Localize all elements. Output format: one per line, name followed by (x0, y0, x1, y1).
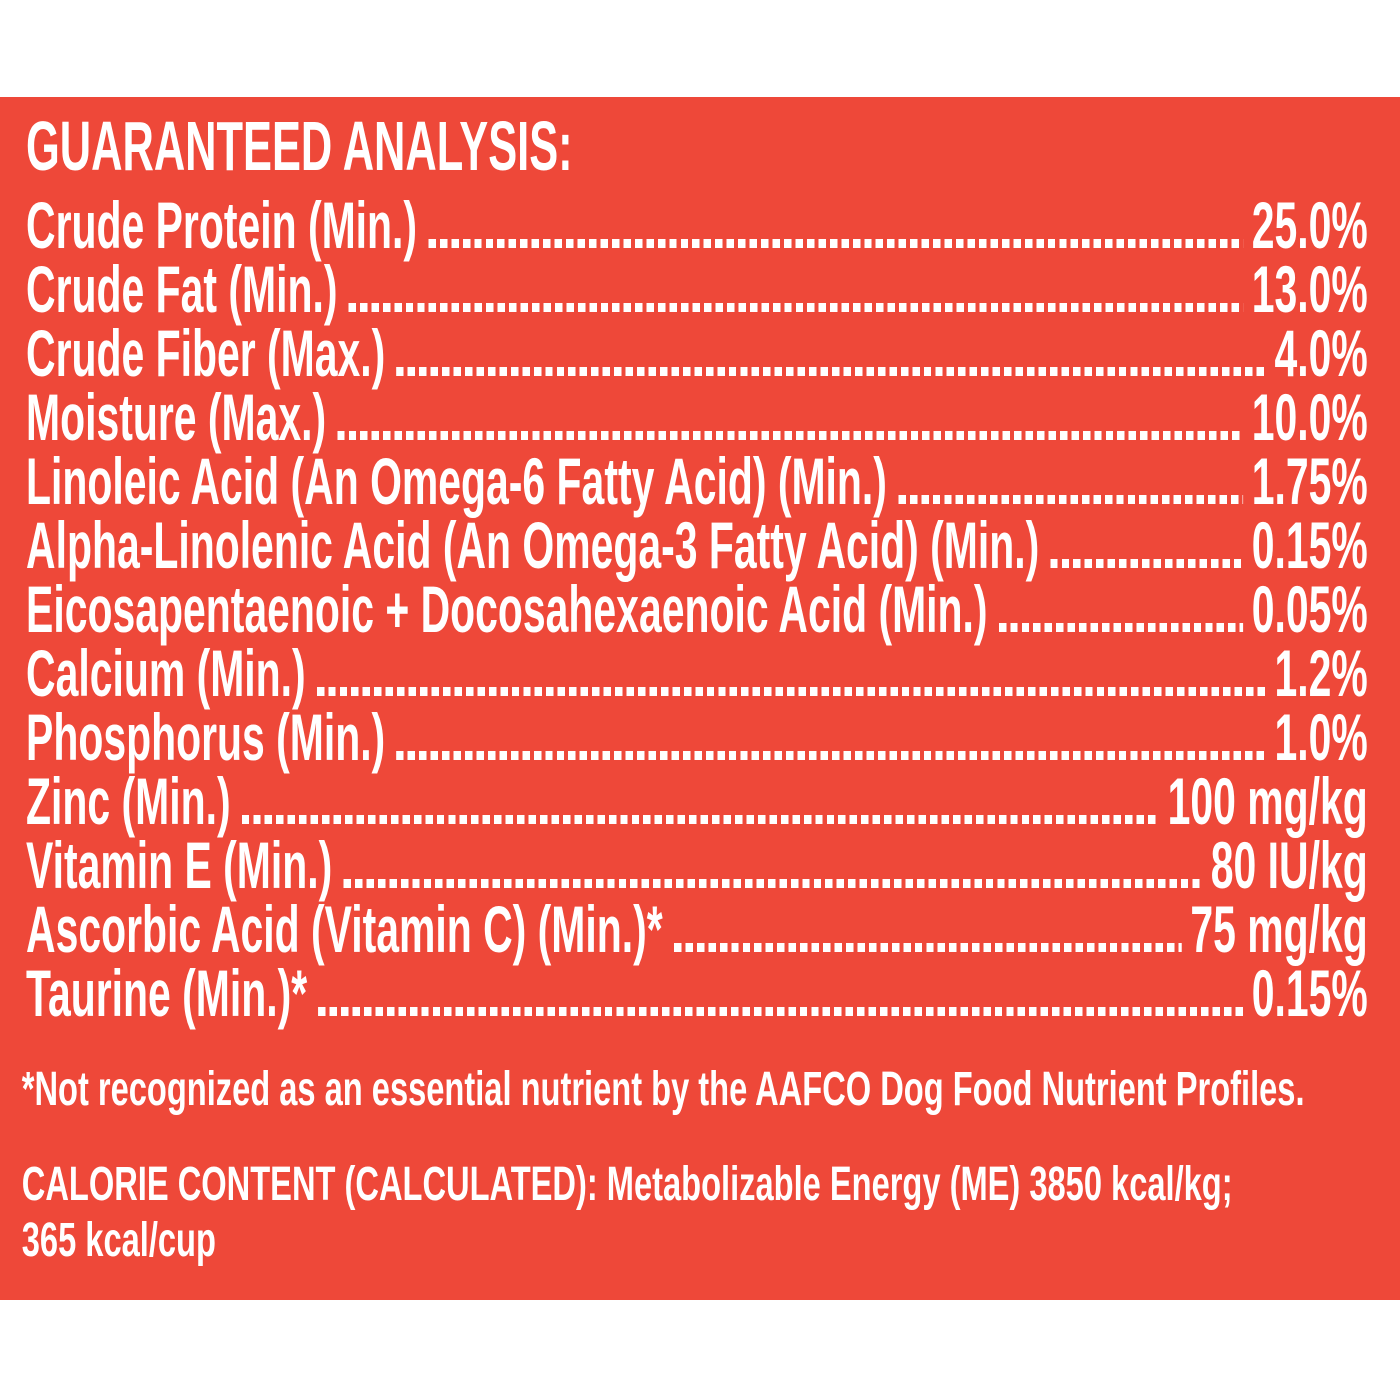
analysis-row: Zinc (Min.) 100 mg/kg (26, 764, 1368, 838)
nutrient-label: Phosphorus (Min.) (26, 700, 386, 774)
nutrient-label: Alpha-Linolenic Acid (An Omega-3 Fatty A… (26, 508, 1040, 582)
nutrient-value: 25.0% (1251, 188, 1368, 262)
dot-leader (898, 495, 1244, 504)
nutrient-label: Vitamin E (Min.) (26, 828, 333, 902)
analysis-row: Linoleic Acid (An Omega-6 Fatty Acid) (M… (26, 444, 1368, 518)
analysis-row: Phosphorus (Min.) 1.0% (26, 700, 1368, 774)
analysis-row: Crude Fiber (Max.) 4.0% (26, 316, 1368, 390)
dot-leader (673, 943, 1182, 952)
aafco-footnote: *Not recognized as an essential nutrient… (21, 1063, 1305, 1116)
calorie-content-line1: CALORIE CONTENT (CALCULATED): Metaboliza… (21, 1158, 1233, 1211)
analysis-row: Crude Fat (Min.) 13.0% (26, 252, 1368, 326)
dot-leader (1050, 559, 1244, 568)
analysis-section: GUARANTEED ANALYSIS: Crude Protein (Min.… (0, 107, 1400, 1030)
nutrient-value: 13.0% (1251, 252, 1368, 326)
dot-leader (241, 815, 1159, 824)
analysis-row: Alpha-Linolenic Acid (An Omega-3 Fatty A… (26, 508, 1368, 582)
nutrient-label: Crude Protein (Min.) (26, 188, 418, 262)
analysis-row: Vitamin E (Min.) 80 IU/kg (26, 828, 1368, 902)
nutrient-label: Ascorbic Acid (Vitamin C) (Min.)* (26, 892, 663, 966)
nutrient-label: Linoleic Acid (An Omega-6 Fatty Acid) (M… (26, 444, 887, 518)
nutrient-label: Moisture (Max.) (26, 380, 327, 454)
nutrient-value: 0.15% (1251, 956, 1368, 1030)
nutrient-value: 80 IU/kg (1210, 828, 1368, 902)
nutrient-label: Crude Fat (Min.) (26, 252, 338, 326)
analysis-row: Ascorbic Acid (Vitamin C) (Min.)* 75 mg/… (26, 892, 1368, 966)
nutrient-label: Calcium (Min.) (26, 636, 306, 710)
footnote-section: *Not recognized as an essential nutrient… (0, 1063, 1400, 1269)
calorie-content-line2: 365 kcal/cup (21, 1214, 216, 1267)
analysis-row: Calcium (Min.) 1.2% (26, 636, 1368, 710)
nutrient-value: 4.0% (1274, 316, 1368, 390)
nutrient-value: 1.0% (1274, 700, 1368, 774)
nutrient-value: 1.2% (1274, 636, 1368, 710)
guaranteed-analysis-panel: GUARANTEED ANALYSIS: Crude Protein (Min.… (0, 97, 1400, 1300)
analysis-row: Eicosapentaenoic + Docosahexaenoic Acid … (26, 572, 1368, 646)
analysis-row: Moisture (Max.) 10.0% (26, 380, 1368, 454)
dot-leader (396, 751, 1266, 760)
dot-leader (316, 687, 1266, 696)
dot-leader (343, 879, 1203, 888)
nutrient-label: Eicosapentaenoic + Docosahexaenoic Acid … (26, 572, 988, 646)
dot-leader (396, 367, 1266, 376)
analysis-row: Taurine (Min.)* 0.15% (26, 956, 1368, 1030)
calorie-content: CALORIE CONTENT (CALCULATED): Metaboliza… (22, 1157, 1360, 1269)
nutrient-value: 0.15% (1251, 508, 1368, 582)
nutrient-value: 100 mg/kg (1167, 764, 1368, 838)
nutrient-label: Zinc (Min.) (26, 764, 231, 838)
dot-leader (318, 1007, 1244, 1016)
analysis-row: Crude Protein (Min.) 25.0% (26, 188, 1368, 262)
dot-leader (337, 431, 1244, 440)
nutrient-label: Crude Fiber (Max.) (26, 316, 386, 390)
dot-leader (428, 239, 1244, 248)
nutrient-label: Taurine (Min.)* (26, 956, 308, 1030)
dot-leader (348, 303, 1244, 312)
dot-leader (998, 623, 1244, 632)
section-title: GUARANTEED ANALYSIS: (26, 107, 573, 185)
nutrient-value: 10.0% (1251, 380, 1368, 454)
nutrient-value: 75 mg/kg (1190, 892, 1368, 966)
nutrient-value: 0.05% (1251, 572, 1368, 646)
nutrient-value: 1.75% (1251, 444, 1368, 518)
